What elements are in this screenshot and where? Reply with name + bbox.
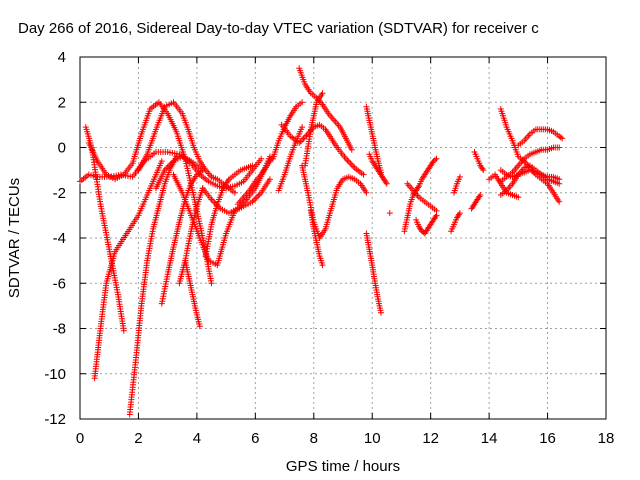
x-tick-label: 2 [134,430,142,447]
data-point [345,158,352,165]
y-tick-label: 4 [58,49,66,66]
data-point [515,194,522,201]
grid-lines [80,57,606,419]
y-tick-label: 0 [58,140,66,157]
data-point [299,124,306,131]
satellite-track [182,257,203,330]
satellite-track [275,124,306,194]
satellite-track [413,212,440,237]
satellite-track [497,167,563,183]
x-tick-label: 4 [193,430,201,447]
data-point [255,192,262,199]
y-tick-label: -10 [44,366,66,383]
data-point [386,210,393,217]
data-point [256,191,263,198]
x-tick-label: 12 [422,430,439,447]
data-point [347,160,354,167]
data-point [433,155,440,162]
satellite-track [77,149,206,185]
satellite-track [468,192,484,212]
x-tick-label: 14 [481,430,498,447]
plot-frame [79,56,607,420]
data-point [252,195,259,202]
data-point [344,157,351,164]
satellite-track [202,162,256,260]
satellite-track [471,149,487,174]
data-point [480,167,487,174]
y-tick-label: -2 [53,185,66,202]
y-tick-label: -8 [53,321,66,338]
satellite-track [386,210,393,217]
satellite-track [366,151,390,187]
data-point [456,173,463,180]
satellite-track [363,230,384,316]
y-axis-label: SDTVAR / TECUs [6,178,23,298]
satellite-track [91,158,165,382]
y-tick-label: -12 [44,411,66,428]
data-point [249,162,256,169]
x-tick-label: 0 [76,430,84,447]
data-point [360,171,367,178]
data-point [477,192,484,198]
data-point [456,210,463,217]
data-point [348,161,355,168]
data-point [303,132,310,139]
tick-marks [79,56,607,420]
x-tick-label: 6 [251,430,259,447]
satellite-track [234,153,276,208]
satellite-track [448,210,463,235]
y-tick-label: -4 [53,230,66,247]
data-point [378,309,384,316]
satellite-track [515,126,566,149]
x-tick-label: 8 [310,430,318,447]
data-point [299,99,306,106]
data-point [556,144,563,151]
y-tick-label: -6 [53,275,66,292]
x-axis-label: GPS time / hours [286,458,400,475]
satellite-track [451,173,463,196]
satellite-track [296,65,355,153]
satellite-track [307,207,326,269]
data-point [348,146,355,153]
data-point [383,180,390,187]
data-point [208,280,215,287]
y-tick-label: 2 [58,94,66,111]
satellite-track [486,171,522,201]
data-point [556,176,563,183]
data-point [297,138,304,145]
data-point [363,189,370,196]
satellite-track [82,124,127,334]
data-point [231,189,238,196]
y-tick-labels: -12 -10 -8 -6 -4 -2 0 2 4 [44,49,66,428]
data-point [319,90,326,97]
data-point [258,155,265,162]
chart-title: Day 266 of 2016, Sidereal Day-to-day VTE… [18,20,539,37]
satellite-track [302,90,326,169]
data-point [158,158,165,165]
data-point [350,163,357,170]
x-tick-label: 18 [598,430,615,447]
data-point [196,323,203,330]
x-tick-label: 10 [364,430,381,447]
data-point [120,327,127,334]
satellite-track [404,180,440,214]
x-tick-labels: 0 2 4 6 8 10 12 14 16 18 [76,430,615,447]
data-point [253,194,260,201]
data-point [266,176,273,183]
data-point [433,207,440,214]
data-points [77,65,566,418]
x-tick-label: 16 [539,430,556,447]
data-point [559,135,566,142]
data-point [556,198,563,205]
satellite-track [299,162,370,241]
data-point [199,167,206,174]
data-point [319,262,326,269]
